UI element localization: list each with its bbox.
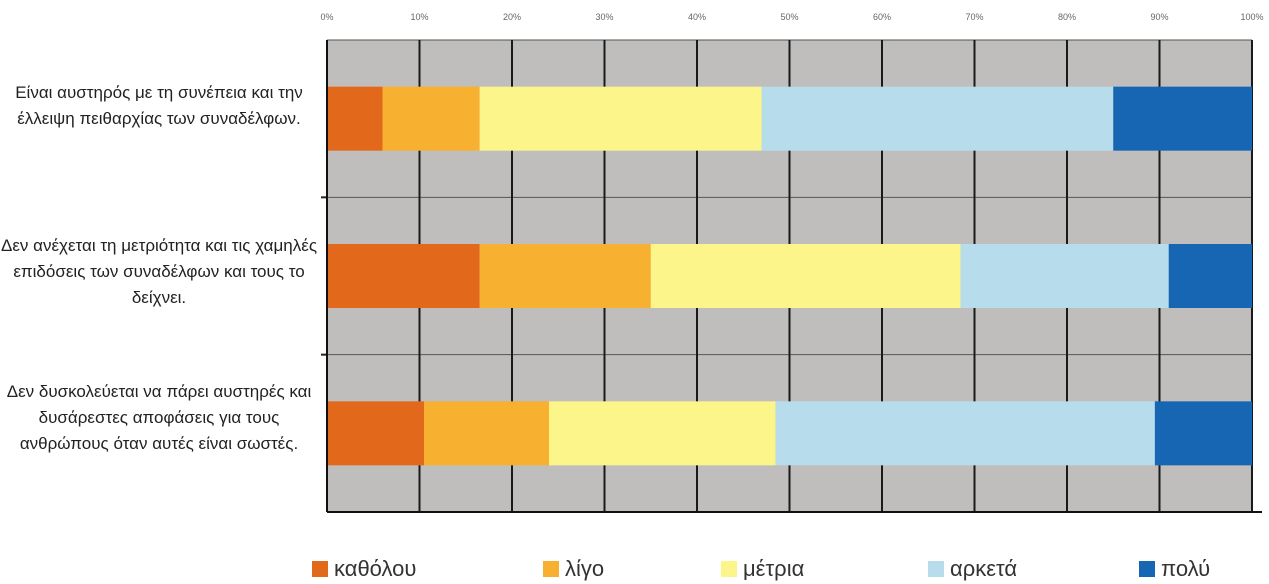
legend-swatch-poly bbox=[1139, 561, 1155, 577]
legend-item-ligo: λίγο bbox=[543, 556, 604, 582]
legend-swatch-katholou bbox=[312, 561, 328, 577]
x-tick-label: 30% bbox=[595, 12, 613, 22]
bar-segment bbox=[479, 244, 651, 308]
legend-item-katholou: καθόλου bbox=[312, 556, 416, 582]
legend-item-poly: πολύ bbox=[1139, 556, 1210, 582]
bar-segment bbox=[650, 244, 961, 308]
x-tick-label: 70% bbox=[965, 12, 983, 22]
x-tick-label: 40% bbox=[688, 12, 706, 22]
bar-segment bbox=[761, 86, 1114, 151]
bar-segment bbox=[549, 401, 776, 466]
legend-item-arketa: αρκετά bbox=[928, 556, 1017, 582]
x-tick-label: 20% bbox=[503, 12, 521, 22]
bar-segment bbox=[424, 401, 549, 466]
bar-segment bbox=[327, 244, 480, 308]
stacked-bar-chart: 0% 10% 20% 30% 40% 50% 60% 70% 80% 90% 100% bbox=[320, 12, 1264, 513]
bar-segment bbox=[775, 401, 1155, 466]
x-tick-label: 100% bbox=[1240, 12, 1263, 22]
bar-segment bbox=[1113, 86, 1252, 151]
bar-segment bbox=[327, 86, 383, 151]
category-label-3: Δεν δυσκολεύεται να πάρει αυστηρές και δ… bbox=[6, 382, 312, 453]
x-tick-label: 10% bbox=[410, 12, 428, 22]
x-tick-label: 80% bbox=[1058, 12, 1076, 22]
bar-segment bbox=[960, 244, 1169, 308]
legend-label-ligo: λίγο bbox=[565, 556, 605, 581]
legend-label-metria: μέτρια bbox=[743, 556, 805, 581]
bar-segment bbox=[479, 86, 762, 151]
x-tick-label: 90% bbox=[1150, 12, 1168, 22]
category-label-1: Είναι αυστηρός με τη συνέπεια και την έλ… bbox=[15, 83, 303, 128]
bar-segment bbox=[1154, 401, 1252, 466]
legend-swatch-arketa bbox=[928, 561, 944, 577]
bar-segment bbox=[382, 86, 480, 151]
legend-label-arketa: αρκετά bbox=[950, 556, 1018, 581]
legend-label-katholou: καθόλου bbox=[334, 556, 417, 581]
legend: καθόλου λίγο μέτρια αρκετά πολύ bbox=[0, 556, 1269, 584]
legend-swatch-ligo bbox=[543, 561, 559, 577]
x-tick-label: 50% bbox=[780, 12, 798, 22]
bar-segment bbox=[1168, 244, 1252, 308]
x-tick-label: 0% bbox=[320, 12, 333, 22]
category-label-2: Δεν ανέχεται τη μετριότητα και τις χαμηλ… bbox=[0, 236, 318, 307]
legend-label-poly: πολύ bbox=[1161, 556, 1211, 581]
legend-swatch-metria bbox=[721, 561, 737, 577]
x-tick-label: 60% bbox=[873, 12, 891, 22]
legend-item-metria: μέτρια bbox=[721, 556, 804, 582]
bar-segment bbox=[327, 401, 425, 466]
